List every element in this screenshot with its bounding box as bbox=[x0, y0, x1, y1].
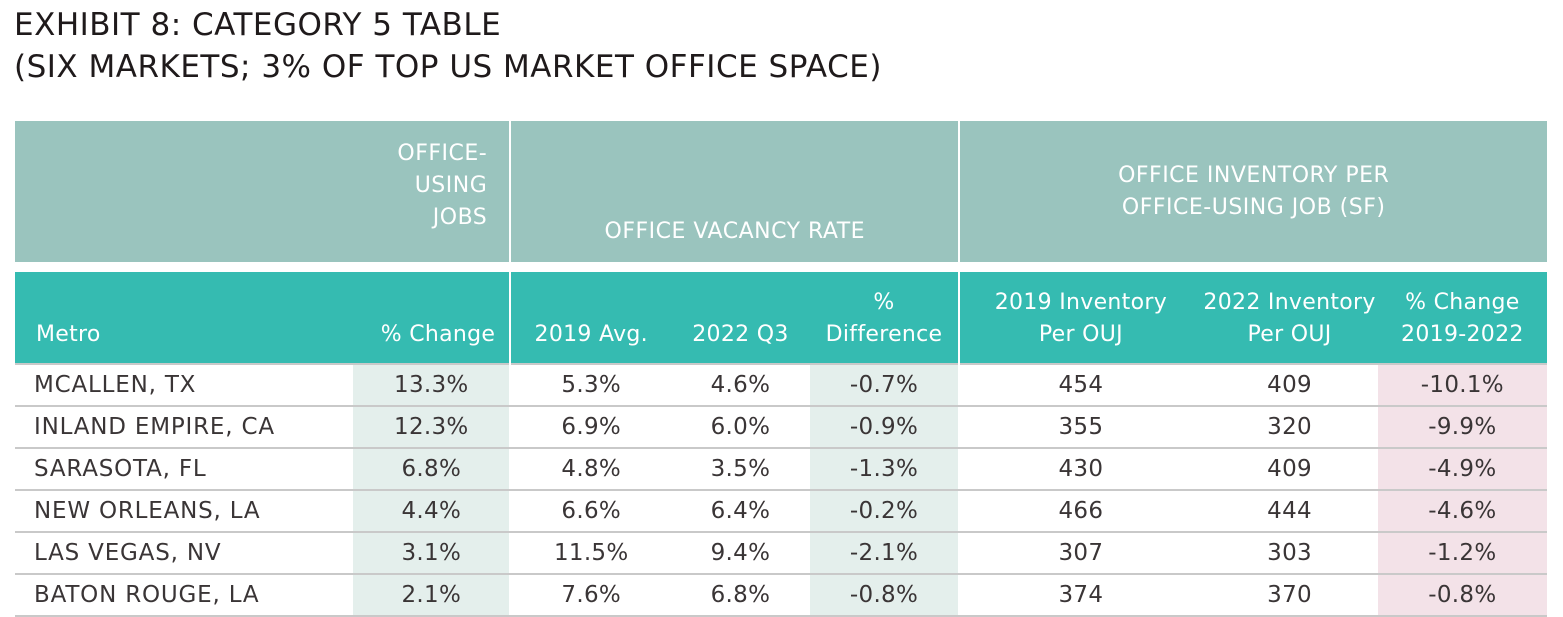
cell-inventory-change: -4.9% bbox=[1377, 448, 1547, 491]
cell-metro: BATON ROUGE, LA bbox=[15, 574, 354, 617]
cell-metro: SARASOTA, FL bbox=[15, 448, 354, 491]
cell-inventory-2019: 430 bbox=[959, 448, 1202, 491]
column-header-inventory-2022: 2022 Inventory Per OUJ bbox=[1201, 272, 1378, 364]
cell-vacancy-difference: -2.1% bbox=[809, 532, 961, 575]
cell-inventory-2022: 320 bbox=[1201, 406, 1378, 449]
header-spacer bbox=[15, 262, 1547, 272]
cell-jobs-change: 4.4% bbox=[353, 490, 512, 533]
cell-vacancy-difference: -0.8% bbox=[809, 574, 961, 617]
group-header-office-using-jobs: OFFICE- USING JOBS bbox=[353, 121, 512, 262]
cell-metro: MCALLEN, TX bbox=[15, 363, 354, 407]
cell-metro: INLAND EMPIRE, CA bbox=[15, 406, 354, 449]
cell-inventory-change: -4.6% bbox=[1377, 490, 1547, 533]
table-row: NEW ORLEANS, LA 4.4% 6.6% 6.4% -0.2% 466… bbox=[15, 490, 1547, 533]
cell-vacancy-2019: 5.3% bbox=[510, 363, 672, 407]
cell-inventory-change: -0.8% bbox=[1377, 574, 1547, 617]
table-row: INLAND EMPIRE, CA 12.3% 6.9% 6.0% -0.9% … bbox=[15, 406, 1547, 449]
cell-inventory-2022: 409 bbox=[1201, 363, 1378, 407]
cell-jobs-change: 6.8% bbox=[353, 448, 512, 491]
group-header-blank bbox=[15, 121, 354, 262]
cell-vacancy-2019: 6.9% bbox=[510, 406, 672, 449]
cell-inventory-2019: 374 bbox=[959, 574, 1202, 617]
column-header-vacancy-difference: % Difference bbox=[809, 272, 961, 364]
table-row: MCALLEN, TX 13.3% 5.3% 4.6% -0.7% 454 40… bbox=[15, 363, 1547, 407]
cell-inventory-2022: 370 bbox=[1201, 574, 1378, 617]
cell-inventory-change: -1.2% bbox=[1377, 532, 1547, 575]
cell-vacancy-2019: 11.5% bbox=[510, 532, 672, 575]
cell-jobs-change: 12.3% bbox=[353, 406, 512, 449]
cell-inventory-2019: 307 bbox=[959, 532, 1202, 575]
column-header-inventory-change: % Change 2019-2022 bbox=[1377, 272, 1547, 364]
cell-jobs-change: 2.1% bbox=[353, 574, 512, 617]
cell-metro: LAS VEGAS, NV bbox=[15, 532, 354, 575]
cell-vacancy-2019: 4.8% bbox=[510, 448, 672, 491]
group-header-office-vacancy-rate: OFFICE VACANCY RATE bbox=[510, 121, 961, 262]
cell-vacancy-2022: 4.6% bbox=[671, 363, 810, 407]
cell-vacancy-difference: -0.7% bbox=[809, 363, 961, 407]
column-header-row: Metro % Change 2019 Avg. 2022 Q3 % Diffe… bbox=[15, 272, 1547, 364]
cell-inventory-2019: 355 bbox=[959, 406, 1202, 449]
cell-vacancy-2022: 6.0% bbox=[671, 406, 810, 449]
column-header-vacancy-2022: 2022 Q3 bbox=[671, 272, 810, 364]
column-header-vacancy-2019: 2019 Avg. bbox=[510, 272, 672, 364]
cell-jobs-change: 13.3% bbox=[353, 363, 512, 407]
cell-vacancy-2019: 7.6% bbox=[510, 574, 672, 617]
cell-metro: NEW ORLEANS, LA bbox=[15, 490, 354, 533]
cell-inventory-change: -9.9% bbox=[1377, 406, 1547, 449]
cell-jobs-change: 3.1% bbox=[353, 532, 512, 575]
table-row: BATON ROUGE, LA 2.1% 7.6% 6.8% -0.8% 374… bbox=[15, 574, 1547, 617]
cell-inventory-2022: 444 bbox=[1201, 490, 1378, 533]
cell-vacancy-difference: -0.9% bbox=[809, 406, 961, 449]
cell-vacancy-2022: 9.4% bbox=[671, 532, 810, 575]
title-line-2: (SIX MARKETS; 3% OF TOP US MARKET OFFICE… bbox=[14, 49, 882, 85]
cell-inventory-2019: 454 bbox=[959, 363, 1202, 407]
cell-inventory-2022: 409 bbox=[1201, 448, 1378, 491]
group-header-office-inventory: OFFICE INVENTORY PER OFFICE-USING JOB (S… bbox=[959, 121, 1547, 262]
title-line-1: EXHIBIT 8: CATEGORY 5 TABLE bbox=[14, 7, 502, 43]
cell-inventory-2019: 466 bbox=[959, 490, 1202, 533]
table-row: LAS VEGAS, NV 3.1% 11.5% 9.4% -2.1% 307 … bbox=[15, 532, 1547, 575]
cell-inventory-change: -10.1% bbox=[1377, 363, 1547, 407]
cell-vacancy-2019: 6.6% bbox=[510, 490, 672, 533]
cell-inventory-2022: 303 bbox=[1201, 532, 1378, 575]
column-header-inventory-2019: 2019 Inventory Per OUJ bbox=[959, 272, 1202, 364]
cell-vacancy-2022: 6.8% bbox=[671, 574, 810, 617]
cell-vacancy-2022: 3.5% bbox=[671, 448, 810, 491]
column-header-metro: Metro bbox=[15, 272, 354, 364]
cell-vacancy-difference: -0.2% bbox=[809, 490, 961, 533]
table-row: SARASOTA, FL 6.8% 4.8% 3.5% -1.3% 430 40… bbox=[15, 448, 1547, 491]
cell-vacancy-difference: -1.3% bbox=[809, 448, 961, 491]
group-header-row: OFFICE- USING JOBS OFFICE VACANCY RATE O… bbox=[15, 121, 1547, 262]
column-header-jobs-change: % Change bbox=[353, 272, 512, 364]
exhibit-title: EXHIBIT 8: CATEGORY 5 TABLE (SIX MARKETS… bbox=[14, 4, 882, 88]
category-5-table: OFFICE- USING JOBS OFFICE VACANCY RATE O… bbox=[15, 121, 1547, 617]
cell-vacancy-2022: 6.4% bbox=[671, 490, 810, 533]
